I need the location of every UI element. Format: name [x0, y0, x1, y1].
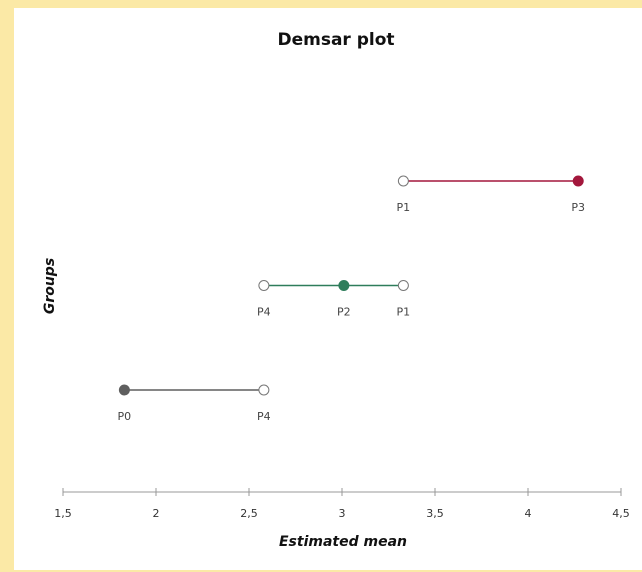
x-tick-label: 2: [153, 507, 160, 520]
point-label: P1: [397, 201, 411, 214]
chart: Demsar plot Groups Estimated mean 1,5 2 2,…: [0, 0, 642, 572]
mean-point: [339, 281, 349, 291]
point-label: P1: [397, 306, 411, 319]
x-tick-label: 4: [525, 507, 532, 520]
x-tick-label: 1,5: [54, 507, 72, 520]
mean-point: [259, 385, 269, 395]
page: {"chart_data": {"type": "demsar", "title…: [0, 0, 642, 572]
point-label: P0: [118, 410, 132, 423]
x-tick-label: 3,5: [426, 507, 444, 520]
x-tick-label: 3: [339, 507, 346, 520]
y-axis-label: Groups: [42, 258, 58, 314]
mean-point: [573, 176, 583, 186]
point-label: P2: [337, 306, 351, 319]
point-label: P4: [257, 306, 271, 319]
mean-point: [398, 176, 408, 186]
mean-point: [119, 385, 129, 395]
chart-title: Demsar plot: [277, 30, 394, 50]
x-axis-label: Estimated mean: [279, 534, 407, 550]
x-tick-label: 4,5: [612, 507, 630, 520]
mean-point: [259, 281, 269, 291]
mean-point: [398, 281, 408, 291]
point-label: P3: [571, 201, 585, 214]
x-tick-label: 2,5: [240, 507, 258, 520]
point-label: P4: [257, 410, 271, 423]
plot-background: [14, 8, 642, 570]
